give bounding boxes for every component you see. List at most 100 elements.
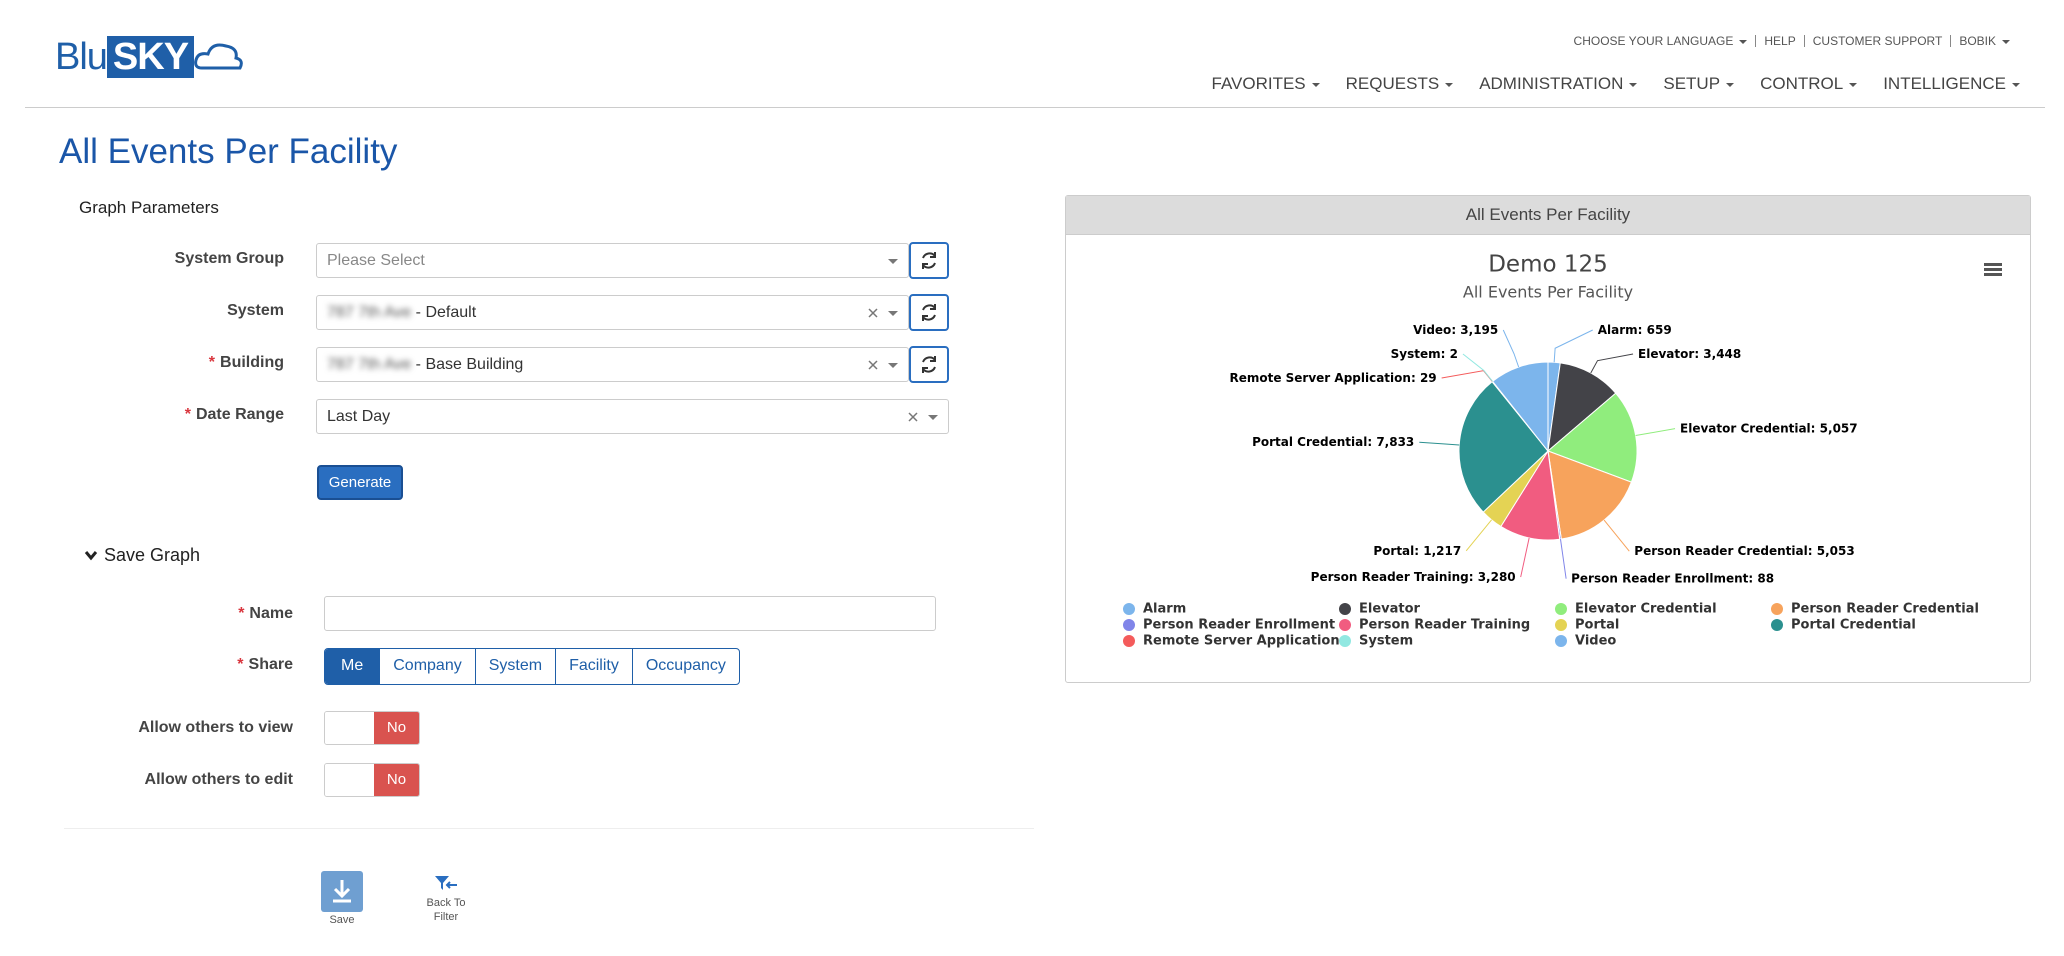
label-name: Alarm [1598, 323, 1638, 337]
required-mark: * [237, 656, 244, 673]
pie-slice [1458, 381, 1549, 513]
top-link[interactable]: CHOOSE YOUR LANGUAGE [1574, 34, 1748, 48]
legend-marker [1555, 619, 1567, 631]
legend-item[interactable]: Portal [1555, 618, 1619, 633]
pie-slice [1547, 450, 1633, 540]
label-separator: : [1367, 435, 1376, 449]
data-label: Person Reader Enrollment: 88 [1571, 571, 1774, 585]
label-separator: : [1694, 347, 1703, 361]
share-option[interactable]: Company [379, 649, 474, 684]
legend-item[interactable]: Elevator Credential [1555, 602, 1717, 617]
refresh-button[interactable] [909, 346, 949, 383]
refresh-button[interactable] [909, 294, 949, 331]
data-label: Portal Credential: 7,833 [1252, 435, 1414, 449]
nav-item[interactable]: ADMINISTRATION [1479, 74, 1637, 94]
section-title: Graph Parameters [79, 198, 219, 217]
legend-label: Elevator Credential [1575, 602, 1717, 617]
name-input[interactable] [324, 596, 936, 631]
save-label: Save [329, 914, 355, 926]
label-value: 1,217 [1423, 543, 1461, 557]
clear-icon[interactable] [908, 412, 918, 422]
field-label: Allow others to view [138, 719, 293, 736]
blurred-text: 787 7th Ave [327, 356, 412, 373]
label-connector [1502, 329, 1520, 368]
label-value: 5,057 [1820, 421, 1858, 435]
label-value: 7,833 [1376, 435, 1414, 449]
nav-item[interactable]: CONTROL [1760, 74, 1857, 94]
value: - Default [411, 304, 477, 321]
label-value: 659 [1647, 323, 1672, 337]
generate-button[interactable]: Generate [317, 465, 403, 500]
back-label: Back To Filter [426, 897, 466, 923]
refresh-button[interactable] [909, 242, 949, 279]
label-separator: : [1808, 544, 1817, 558]
field-label: * Share [9, 656, 293, 674]
legend-label: Portal [1575, 618, 1619, 633]
label-separator: : [1638, 323, 1647, 337]
share-option[interactable]: Facility [555, 649, 632, 684]
label-connector [1560, 539, 1567, 579]
chart-menu[interactable] [1984, 263, 2002, 276]
share-group: Me Company System Facility Occupancy [324, 648, 740, 685]
select[interactable]: 787 7th Ave - Base Building [316, 347, 909, 382]
share-option[interactable]: Me [325, 649, 380, 684]
nav-item[interactable]: SETUP [1663, 74, 1734, 94]
clear-icon[interactable] [868, 360, 878, 370]
nav-item[interactable]: REQUESTS [1346, 74, 1454, 94]
label: Share [248, 656, 293, 673]
legend-item[interactable]: Portal Credential [1771, 618, 1916, 633]
field-label: Allow others to edit [144, 771, 293, 788]
chevron [84, 551, 98, 561]
data-label: Video: 3,195 [1413, 323, 1498, 337]
page-title: All Events Per Facility [59, 132, 398, 171]
top-link[interactable]: CUSTOMER SUPPORT [1812, 34, 1943, 48]
label-name: Portal [1373, 543, 1414, 557]
top-link[interactable]: HELP [1764, 34, 1796, 48]
select[interactable]: 787 7th Ave - Default [316, 295, 909, 330]
legend-item[interactable]: Person Reader Credential [1771, 602, 1979, 617]
legend-label: Person Reader Credential [1791, 602, 1979, 617]
legend-item[interactable]: System [1339, 634, 1413, 649]
nav-item[interactable]: FAVORITES [1212, 74, 1320, 94]
label-separator: : [1411, 371, 1420, 385]
select[interactable]: Please Select [316, 243, 909, 278]
select[interactable]: Last Day [316, 399, 949, 434]
legend-item[interactable]: Elevator [1339, 602, 1421, 617]
legend-item[interactable]: Person Reader Enrollment [1123, 618, 1335, 633]
collapse-toggle[interactable]: Save Graph [84, 545, 200, 566]
label-name: Person Reader Training [1311, 570, 1469, 584]
share-option[interactable]: System [474, 649, 555, 684]
legend-label: Video [1575, 634, 1616, 649]
back-icon[interactable] [433, 874, 459, 894]
logo[interactable]: Blu SKY [55, 36, 244, 78]
label: Building [220, 354, 284, 371]
label-separator: : [1748, 571, 1757, 585]
legend-marker [1123, 635, 1135, 647]
logo-right: SKY [106, 36, 195, 78]
legend-item[interactable]: Video [1555, 634, 1616, 649]
chart-subtitle: All Events Per Facility [1463, 283, 1633, 302]
field-label: * Name [9, 605, 293, 623]
label-name: Person Reader Enrollment [1571, 571, 1749, 585]
label-value: 88 [1757, 571, 1774, 585]
label-value: 3,280 [1478, 570, 1516, 584]
top-link[interactable]: BOBIK [1959, 34, 2010, 48]
label-name: Video [1413, 323, 1451, 337]
data-label: Elevator Credential: 5,057 [1680, 421, 1858, 435]
legend-marker [1339, 619, 1351, 631]
legend-item[interactable]: Remote Server Application [1123, 634, 1340, 649]
toggle[interactable]: No [324, 763, 420, 797]
share-option[interactable]: Occupancy [631, 649, 739, 684]
legend-item[interactable]: Alarm [1123, 602, 1186, 617]
nav-item[interactable]: INTELLIGENCE [1883, 74, 2020, 94]
legend-marker [1555, 603, 1567, 615]
label-value: 3,448 [1703, 347, 1741, 361]
label-value: 5,053 [1817, 544, 1855, 558]
legend-item[interactable]: Person Reader Training [1339, 618, 1530, 633]
clear-icon[interactable] [868, 308, 878, 318]
toggle[interactable]: No [324, 711, 420, 745]
save-icon[interactable] [321, 871, 363, 912]
pie-slice [1547, 362, 1617, 453]
logo-left: Blu [55, 35, 108, 78]
label-separator: : [1811, 421, 1820, 435]
